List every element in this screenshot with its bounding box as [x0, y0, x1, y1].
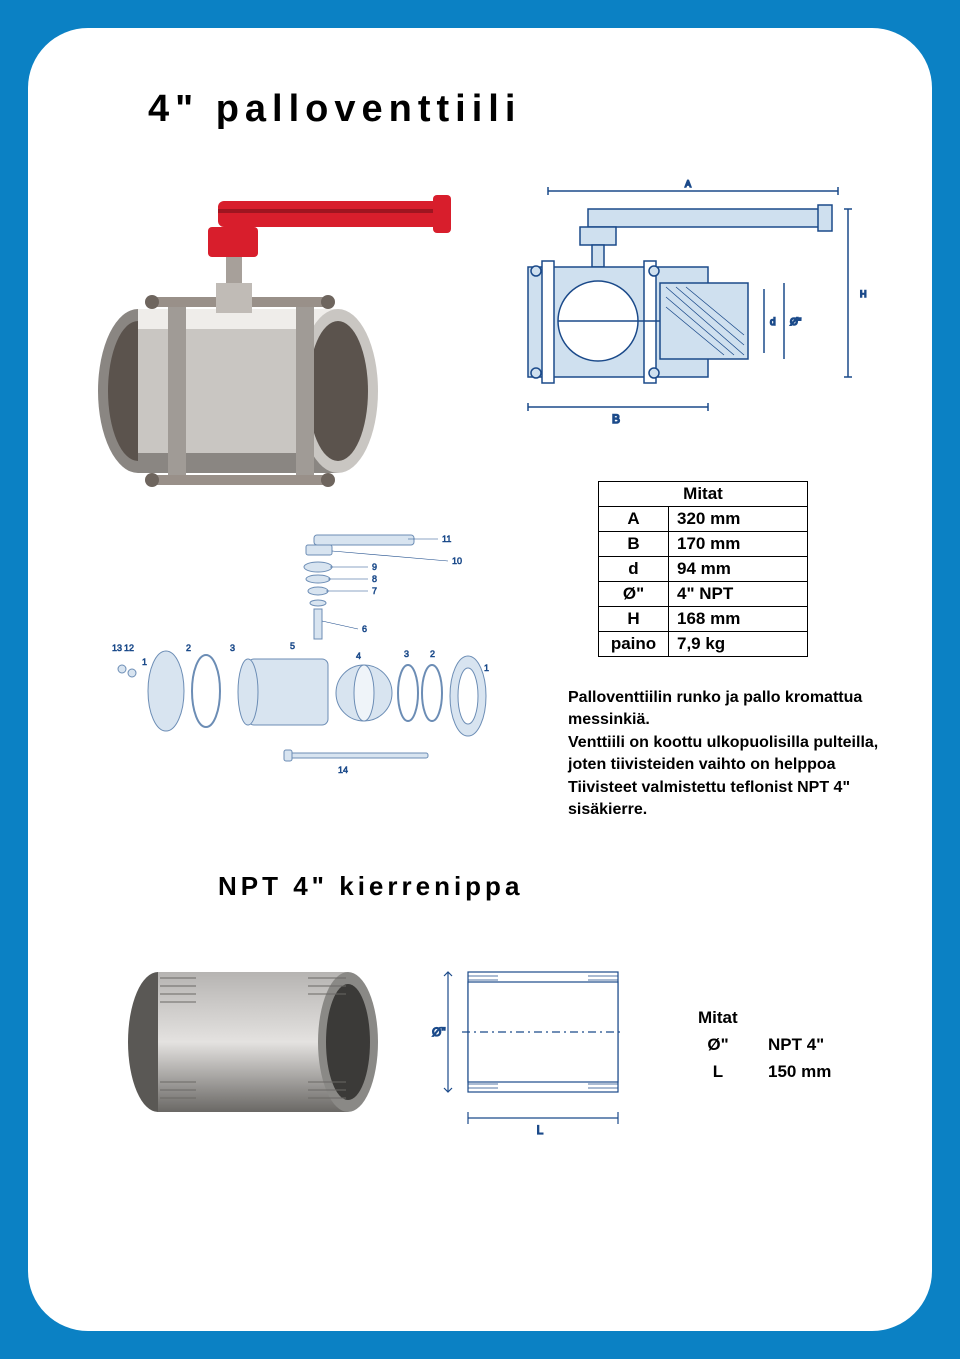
- svg-text:4: 4: [356, 651, 361, 661]
- dims2-header: Mitat: [698, 1004, 831, 1031]
- table-row: d94 mm: [599, 557, 808, 582]
- svg-text:11: 11: [442, 534, 451, 544]
- nipple-photo: [108, 942, 388, 1147]
- valve-photo: [78, 171, 458, 511]
- table-row: H168 mm: [599, 607, 808, 632]
- document-page: 4" palloventtiili: [28, 28, 932, 1331]
- label-L: L: [537, 1123, 544, 1137]
- svg-text:8: 8: [372, 574, 377, 584]
- svg-text:9: 9: [372, 562, 377, 572]
- section1-top-row: A: [78, 171, 882, 511]
- valve-exploded-view: 11 10 9 8 7 6 13 12 1 2 3 5 4 3 2 1 14: [108, 521, 528, 786]
- table-row: paino7,9 kg: [599, 632, 808, 657]
- label-O2: Ø": [432, 1025, 446, 1039]
- section1-mid-row: 11 10 9 8 7 6 13 12 1 2 3 5 4 3 2 1 14: [78, 521, 882, 821]
- label-A: A: [685, 179, 691, 189]
- svg-text:13: 13: [112, 643, 122, 653]
- label-B: B: [612, 412, 620, 426]
- label-O: Ø": [790, 317, 802, 328]
- svg-text:3: 3: [404, 649, 409, 659]
- nipple-technical-drawing: Ø" L: [418, 942, 638, 1147]
- valve-technical-drawing: A: [488, 171, 882, 451]
- svg-text:1: 1: [142, 657, 147, 667]
- table-row: B170 mm: [599, 532, 808, 557]
- svg-text:6: 6: [362, 624, 367, 634]
- section2-row: Ø" L Mitat Ø" NPT 4" L 150 mm: [78, 942, 882, 1147]
- svg-text:7: 7: [372, 586, 377, 596]
- nipple-dimensions: Mitat Ø" NPT 4" L 150 mm: [698, 1004, 831, 1086]
- table-row: A320 mm: [599, 507, 808, 532]
- section1-right-column: Mitat A320 mm B170 mm d94 mm Ø"4" NPT H1…: [558, 521, 882, 821]
- table-row: L 150 mm: [698, 1058, 831, 1085]
- svg-text:2: 2: [430, 649, 435, 659]
- svg-text:12: 12: [124, 643, 134, 653]
- svg-text:5: 5: [290, 641, 295, 651]
- svg-text:2: 2: [186, 643, 191, 653]
- svg-text:14: 14: [338, 765, 348, 775]
- table-header: Mitat: [599, 482, 808, 507]
- table-row: Ø"4" NPT: [599, 582, 808, 607]
- label-H: H: [860, 289, 867, 299]
- valve-body: [98, 283, 378, 487]
- section1-title: 4" palloventtiili: [148, 88, 882, 131]
- svg-text:10: 10: [452, 556, 462, 566]
- dimensions-table: Mitat A320 mm B170 mm d94 mm Ø"4" NPT H1…: [598, 481, 808, 657]
- table-row: Ø" NPT 4": [698, 1031, 831, 1058]
- section2-title: NPT 4" kierrenippa: [218, 871, 882, 902]
- label-d: d: [770, 317, 776, 328]
- svg-text:1: 1: [484, 663, 489, 673]
- svg-text:3: 3: [230, 643, 235, 653]
- valve-handle: [208, 195, 451, 285]
- description-text: Palloventtiilin runko ja pallo kromattua…: [568, 687, 882, 821]
